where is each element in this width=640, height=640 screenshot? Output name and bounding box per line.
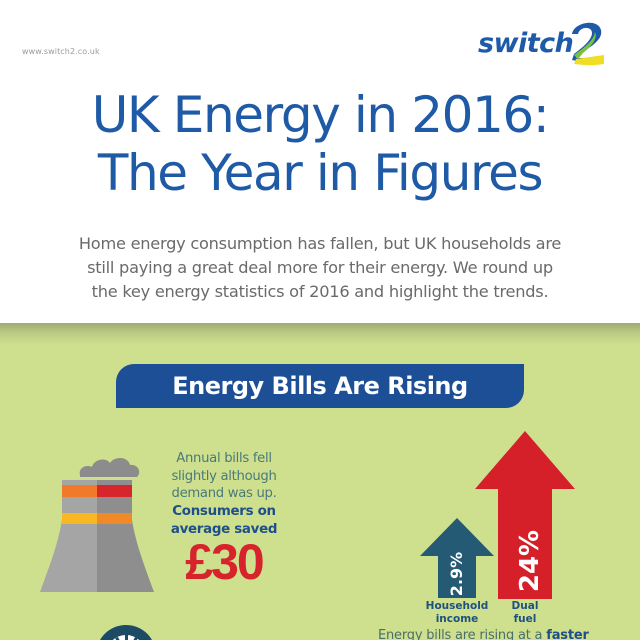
- dual-fuel-arrow-icon: [475, 431, 575, 599]
- dual-fuel-value: 24%: [515, 529, 545, 593]
- bills-description: Annual bills fell slightly although dema…: [166, 450, 282, 503]
- intro-line-3: the key energy statistics of 2016 and hi…: [91, 282, 549, 301]
- section-shadow: [0, 323, 640, 345]
- bills-line-1: Annual bills fell: [176, 451, 272, 466]
- household-income-value: 2.9%: [447, 551, 466, 597]
- site-url[interactable]: www.switch2.co.uk: [22, 47, 100, 56]
- intro-line-1: Home energy consumption has fallen, but …: [78, 234, 562, 253]
- logo-wordmark: switch: [478, 28, 574, 59]
- bills-line-2: slightly although: [171, 468, 277, 484]
- bills-trend-text: Energy bills are rising at a faster: [378, 628, 618, 640]
- meter-gauge-icon: [96, 625, 156, 640]
- logo-two-icon: [572, 22, 604, 66]
- saving-amount: £30: [185, 534, 264, 590]
- caption-line-1: Dual: [511, 600, 539, 612]
- caption-line-2: income: [435, 613, 479, 625]
- section-banner: Energy Bills Are Rising: [116, 364, 524, 408]
- trend-text-regular: Energy bills are rising at a: [378, 628, 547, 640]
- cooling-tower-icon: [40, 457, 154, 592]
- bills-line-3: demand was up.: [171, 486, 277, 501]
- switch2-logo[interactable]: switch: [476, 18, 606, 68]
- header: www.switch2.co.uk switch UK Energy in 20…: [0, 18, 640, 304]
- energy-bills-section: Energy Bills Are Rising Annual bills fel…: [0, 323, 640, 640]
- gauge-face: [106, 635, 146, 640]
- title-line-1: UK Energy in 2016:: [91, 86, 550, 144]
- bills-strong-line-2: average saved: [170, 521, 278, 537]
- page-title: UK Energy in 2016: The Year in Figures: [0, 86, 640, 202]
- household-income-caption: Household income: [420, 600, 494, 626]
- trend-text-bold: faster: [546, 628, 589, 640]
- household-income-arrow-icon: [420, 518, 494, 598]
- intro-paragraph: Home energy consumption has fallen, but …: [40, 232, 600, 304]
- caption-line-2: fuel: [513, 613, 537, 625]
- gauge-tick: [124, 635, 128, 640]
- caption-line-1: Household: [425, 600, 489, 612]
- bills-strong-line-1: Consumers on: [172, 504, 276, 519]
- section-heading: Energy Bills Are Rising: [172, 372, 468, 400]
- dual-fuel-caption: Dual fuel: [496, 600, 554, 626]
- title-line-2: The Year in Figures: [97, 144, 544, 202]
- bills-highlight: Consumers on average saved: [166, 503, 282, 538]
- intro-line-2: still paying a great deal more for their…: [87, 258, 553, 277]
